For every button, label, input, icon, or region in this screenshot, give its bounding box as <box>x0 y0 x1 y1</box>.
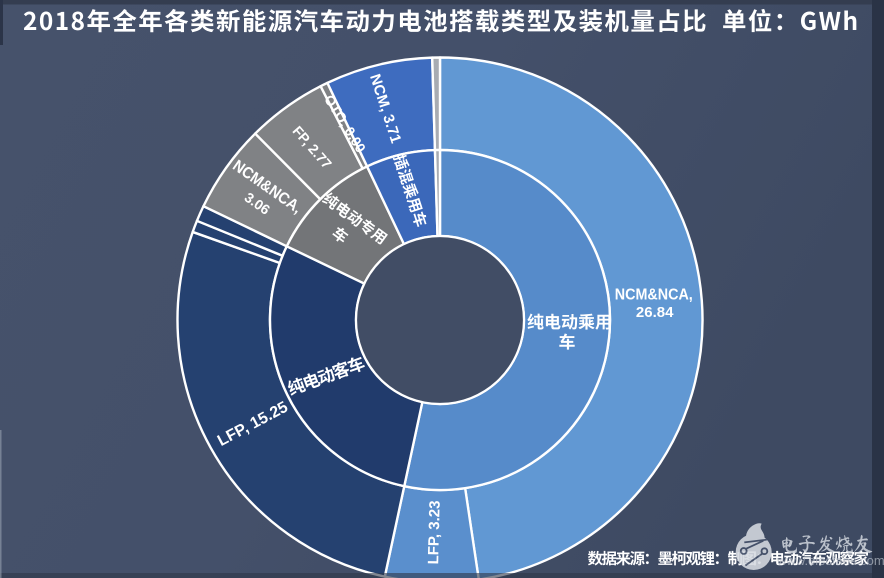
svg-text:www.elecfans.com: www.elecfans.com <box>776 553 884 568</box>
svg-text:LFP, 3.23: LFP, 3.23 <box>425 500 444 564</box>
svg-text:26.84: 26.84 <box>636 304 674 321</box>
svg-text:NCM&NCA,: NCM&NCA, <box>615 287 693 304</box>
